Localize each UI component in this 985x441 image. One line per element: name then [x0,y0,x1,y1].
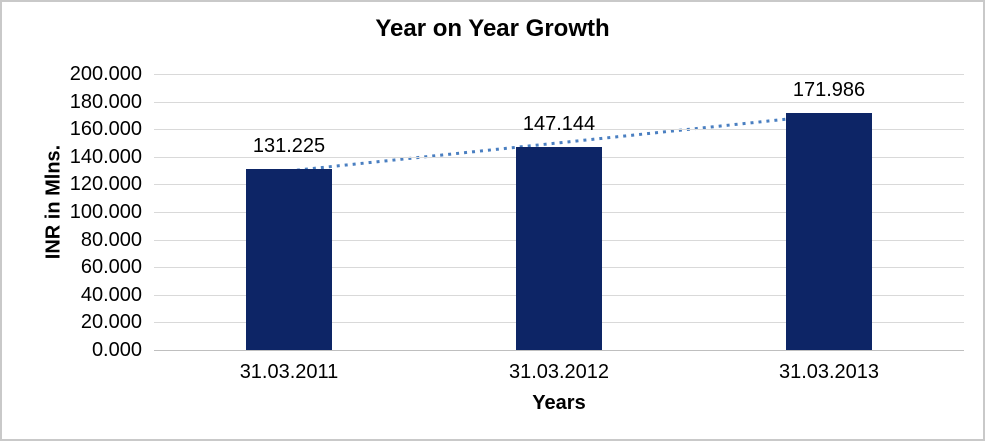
y-tick-label: 60.000 [80,256,142,278]
bar-31.03.2013 [786,112,872,350]
y-tick-label: 80.000 [80,229,142,251]
y-axis-tick-labels: 200.000 180.000 160.000 140.000 120.000 100.0… [2,63,142,361]
bar-data-label: 171.986 [792,78,866,101]
y-tick-label: 180.000 [69,91,142,113]
x-axis-tick-labels: 31.03.2011 31.03.2012 31.03.2013 [154,361,964,385]
y-tick-label: 200.000 [69,63,142,85]
x-tick-label: 31.03.2011 [239,361,339,383]
plot-area: 131.225 147.144 171.986 [154,74,964,351]
y-tick-label: 100.000 [69,201,142,223]
gridline [154,74,964,75]
x-axis-title: Years [532,392,586,414]
y-tick-label: 20.000 [80,311,142,333]
chart-title: Year on Year Growth [375,15,610,42]
trendline [288,113,830,173]
gridline [154,129,964,130]
bar-31.03.2011 [246,168,332,350]
y-tick-label: 140.000 [69,146,142,168]
y-tick-label: 40.000 [80,284,142,306]
bar-data-label: 131.225 [252,134,326,157]
y-tick-label: 160.000 [69,118,142,140]
x-axis-line [154,350,964,351]
x-tick-label: 31.03.2012 [508,361,610,383]
bar-31.03.2012 [516,146,602,350]
y-tick-label: 120.000 [69,173,142,195]
bar-data-label: 147.144 [522,112,596,135]
x-tick-label: 31.03.2013 [778,361,880,383]
y-tick-label: 0.000 [91,339,142,361]
gridline [154,102,964,103]
